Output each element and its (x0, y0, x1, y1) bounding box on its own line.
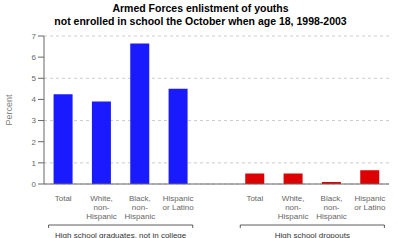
html-text:not enrolled in school the Oct: not enrolled in school the October when … (54, 15, 347, 27)
svg-text:Total: Total (246, 194, 263, 203)
svg-text:7: 7 (32, 32, 37, 41)
svg-text:Total: Total (55, 194, 72, 203)
svg-text:1: 1 (32, 159, 37, 168)
svg-text:White,non-Hispanic: White,non-Hispanic (278, 194, 309, 221)
svg-text:Hispanicor Latino: Hispanicor Latino (354, 194, 386, 212)
svg-text:5: 5 (32, 74, 37, 83)
svg-text:High school dropouts: High school dropouts (275, 231, 350, 238)
svg-text:High school graduates, not in: High school graduates, not in college (55, 231, 187, 238)
svg-text:Black,non-Hispanic: Black,non-Hispanic (316, 194, 347, 221)
html-text:Armed Forces enlistment of you: Armed Forces enlistment of youths (112, 2, 289, 14)
svg-text:White,non-Hispanic: White,non-Hispanic (86, 194, 117, 221)
svg-text:4: 4 (32, 95, 37, 104)
svg-text:Hispanicor Latino: Hispanicor Latino (163, 194, 195, 212)
svg-text:Black,non-Hispanic: Black,non-Hispanic (124, 194, 155, 221)
svg-text:Percent: Percent (8, 94, 14, 126)
svg-text:2: 2 (32, 138, 37, 147)
svg-text:3: 3 (32, 116, 37, 125)
svg-text:6: 6 (32, 53, 37, 62)
svg-text:0: 0 (32, 180, 37, 189)
